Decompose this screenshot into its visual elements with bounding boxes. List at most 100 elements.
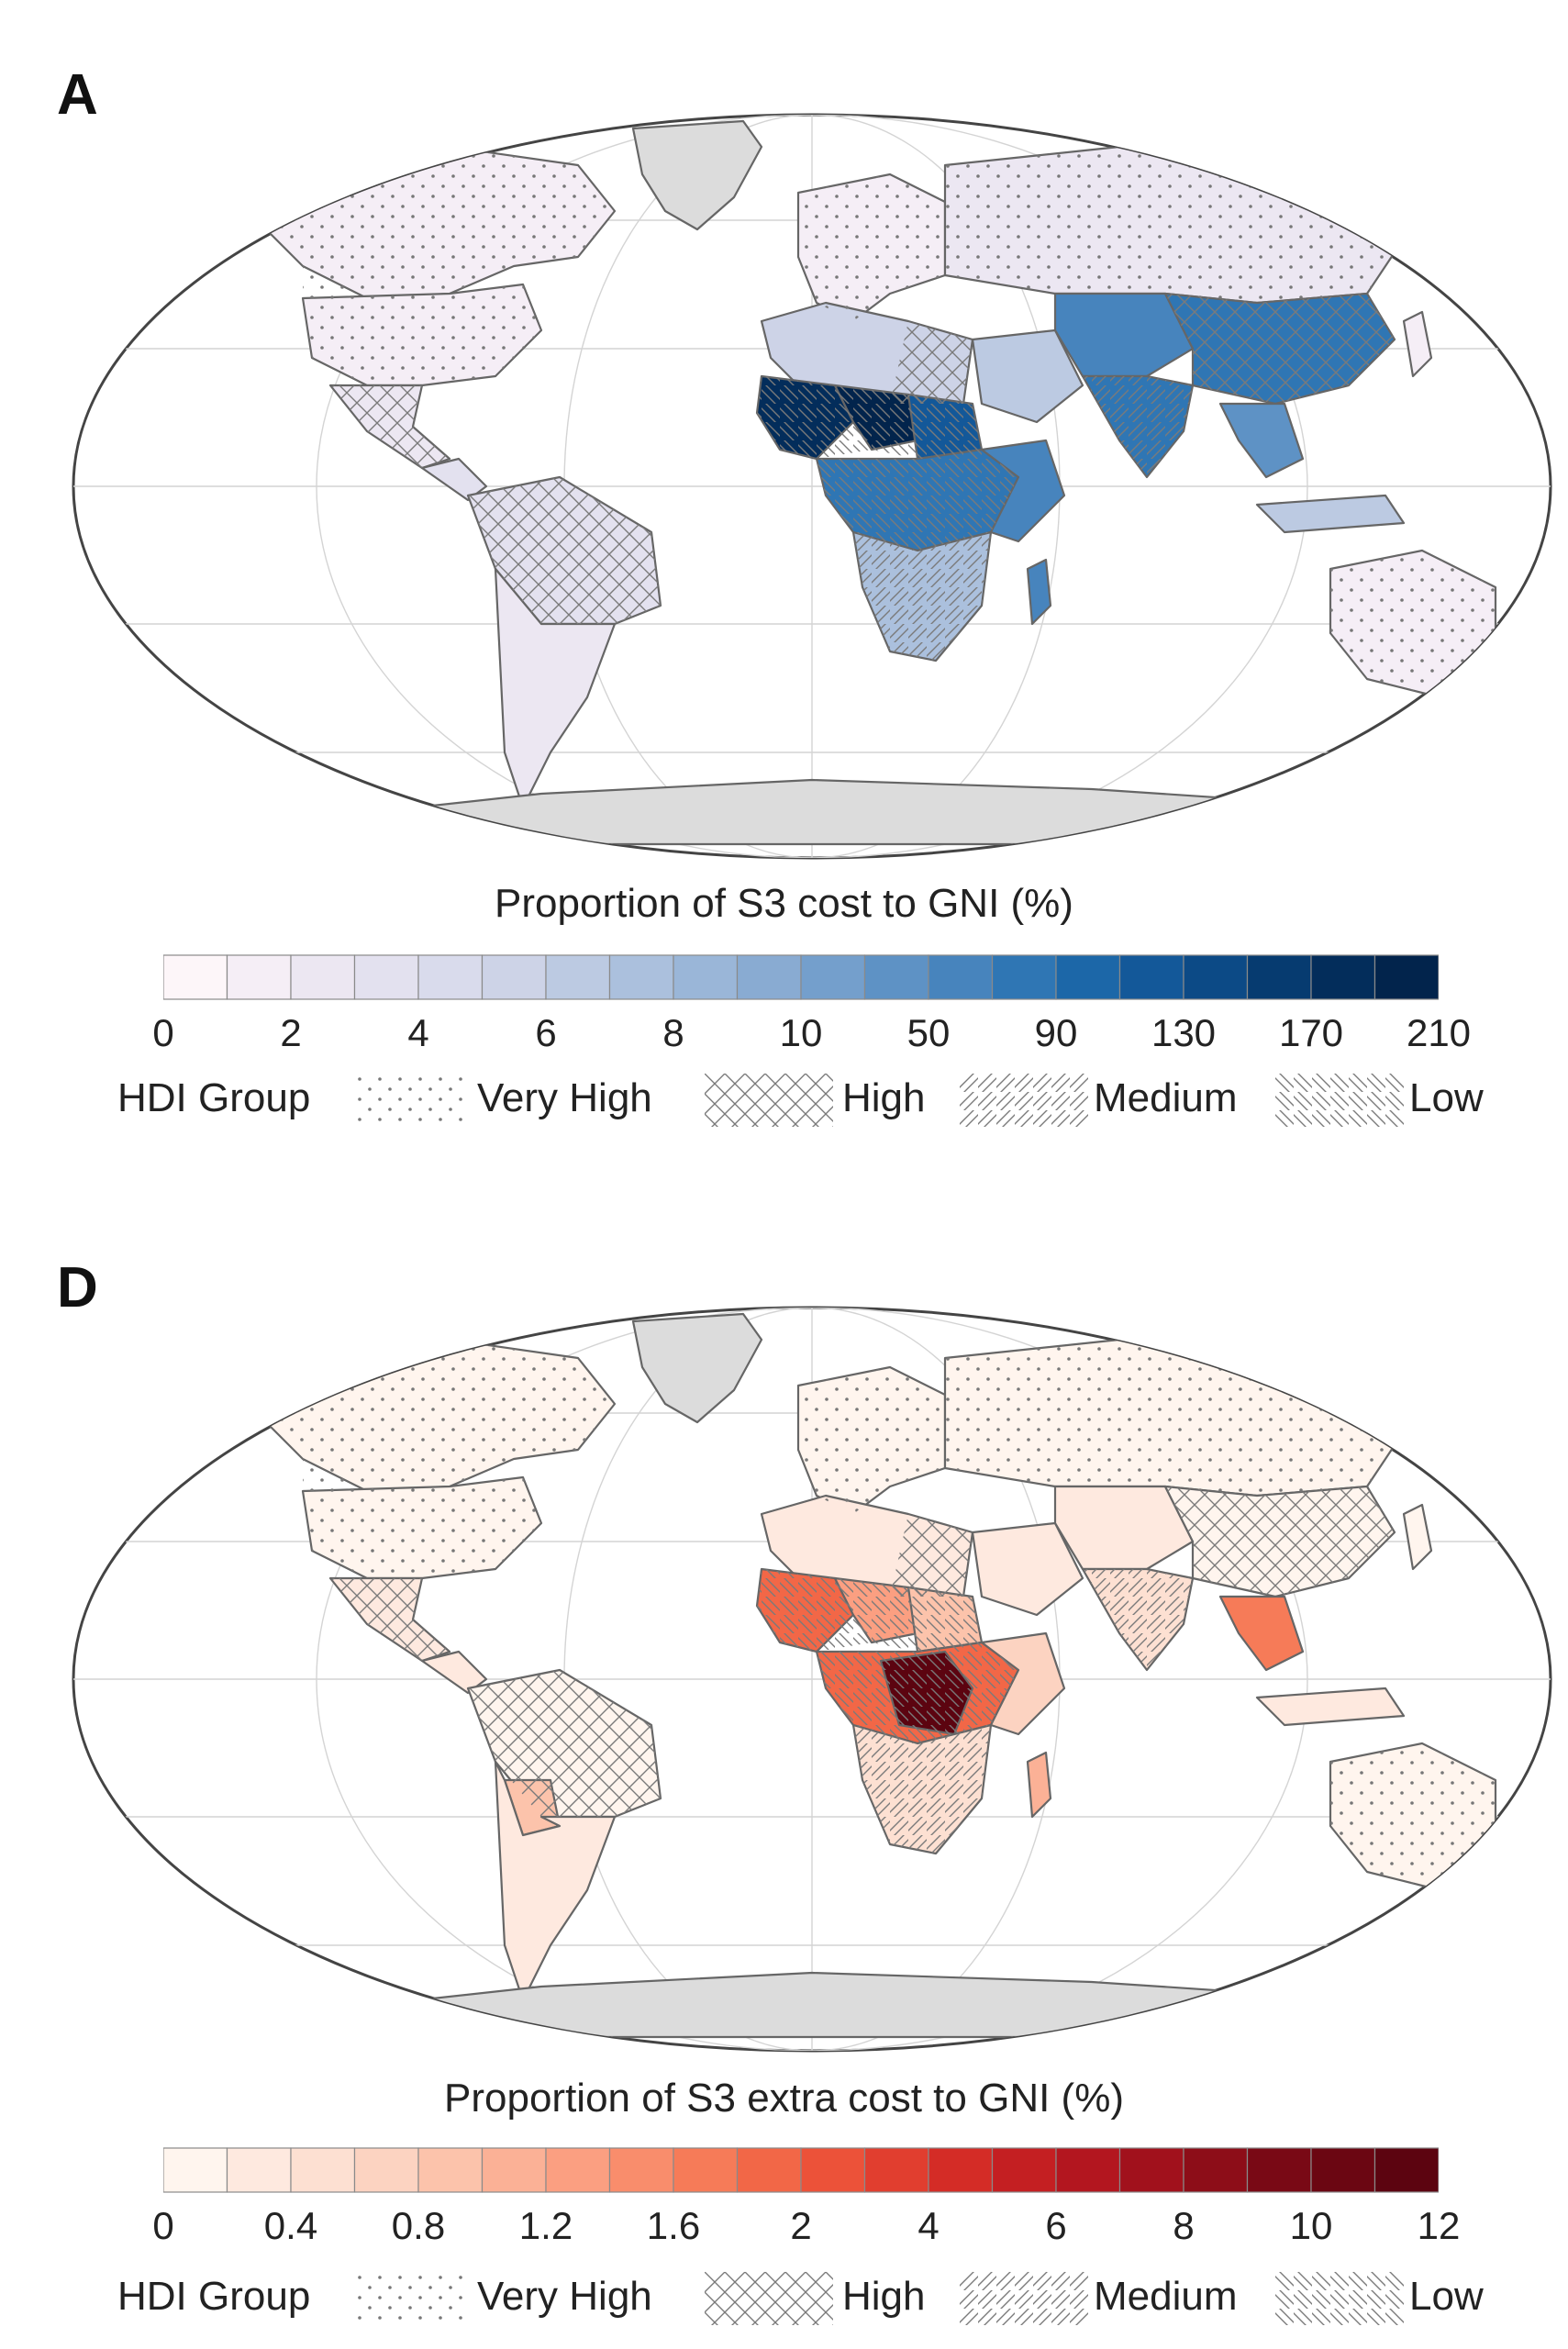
colorbar-tick-label: 6 <box>535 1011 557 1054</box>
world-map-a <box>72 113 1552 860</box>
colorbar-title-a: Proportion of S3 cost to GNI (%) <box>495 881 1073 926</box>
hdi-legend-d: HDI Group Very High High Medium Low <box>117 2270 1512 2329</box>
region-antarctica <box>163 778 1461 846</box>
legend-swatch-very-high <box>354 1074 464 1127</box>
colorbar-bin <box>991 954 1057 1000</box>
colorbar-bin <box>1118 954 1184 1000</box>
legend-label-high: High <box>842 2274 926 2319</box>
colorbar-bin <box>1246 954 1312 1000</box>
legend-label-medium: Medium <box>1094 1075 1238 1120</box>
colorbar-bin <box>1183 2147 1249 2193</box>
colorbar-bin <box>736 2147 802 2193</box>
colorbar-bin <box>481 2147 547 2193</box>
colorbar-tick-label: 10 <box>1289 2204 1333 2247</box>
colorbar-tick-label: 6 <box>1045 2204 1067 2247</box>
colorbar-bin <box>1183 954 1249 1000</box>
colorbar-tick-label: 210 <box>1406 1011 1472 1054</box>
region-japan <box>1402 310 1433 378</box>
colorbar-tick-label: 0.8 <box>391 2204 446 2247</box>
colorbar-tick-label: 4 <box>407 1011 429 1054</box>
colorbar-tick-label: 1.6 <box>646 2204 701 2247</box>
colorbar-bin <box>1246 2147 1312 2193</box>
colorbar-bin <box>608 954 674 1000</box>
colorbar-tick-label: 90 <box>1034 1011 1078 1054</box>
colorbar-tick-label: 1.2 <box>518 2204 573 2247</box>
colorbar-bin <box>928 2147 994 2193</box>
legend-label-low: Low <box>1409 2274 1484 2319</box>
legend-swatch-low <box>1275 2272 1404 2325</box>
world-map-d <box>72 1306 1552 2053</box>
panel-letter-a: A <box>57 63 98 127</box>
colorbar-bin <box>545 954 611 1000</box>
region-madagascar <box>1026 1751 1052 1819</box>
legend-label-very-high: Very High <box>477 1075 652 1120</box>
colorbar-bin <box>163 2147 228 2193</box>
region-greenland <box>631 119 763 231</box>
legend-title: HDI Group <box>117 1075 311 1120</box>
legend-swatch-medium <box>960 2272 1088 2325</box>
colorbar-bin <box>481 954 547 1000</box>
colorbar-bin <box>736 954 802 1000</box>
colorbar-tick-label: 170 <box>1278 1011 1344 1054</box>
colorbar-tick-label: 8 <box>1173 2204 1195 2247</box>
colorbar-bin <box>1373 954 1439 1000</box>
legend-title: HDI Group <box>117 2274 311 2319</box>
colorbar-bin <box>673 2147 739 2193</box>
colorbar-tick-label: 2 <box>790 2204 812 2247</box>
panel-letter-d: D <box>57 1256 98 1319</box>
legend-swatch-low <box>1275 1074 1404 1127</box>
region-indonesia <box>1255 1687 1406 1727</box>
colorbar-bin <box>163 954 228 1000</box>
colorbar-bin <box>1055 2147 1121 2193</box>
colorbar-bin <box>608 2147 674 2193</box>
region-southeast-asia <box>1218 402 1305 479</box>
region-greenland <box>631 1312 763 1424</box>
region-middle-east <box>971 1521 1084 1617</box>
colorbar-tick-label: 4 <box>917 2204 940 2247</box>
colorbar-tick-label: 12 <box>1417 2204 1461 2247</box>
colorbar-tick-label: 50 <box>906 1011 951 1054</box>
colorbar-bin <box>863 2147 929 2193</box>
colorbar-bin <box>226 954 292 1000</box>
hdi-overlays <box>257 1340 1496 1890</box>
legend-label-very-high: Very High <box>477 2274 652 2319</box>
legend-label-medium: Medium <box>1094 2274 1238 2319</box>
colorbar-bin <box>800 2147 866 2193</box>
colorbar-tick-label: 130 <box>1151 1011 1217 1054</box>
colorbar-bin <box>353 954 419 1000</box>
colorbar-bin <box>417 954 484 1000</box>
legend-label-low: Low <box>1409 1075 1484 1120</box>
colorbar-tick-label: 2 <box>280 1011 302 1054</box>
legend-swatch-high <box>705 1074 833 1127</box>
region-madagascar <box>1026 558 1052 626</box>
hdi-legend-a: HDI Group Very High High Medium Low <box>117 1072 1512 1130</box>
region-central-america <box>420 1650 488 1695</box>
colorbar-bin <box>545 2147 611 2193</box>
region-myanmar-laos <box>1218 1595 1305 1672</box>
legend-swatch-high <box>705 2272 833 2325</box>
region-new-zealand <box>1517 668 1539 727</box>
colorbar-bin <box>1118 2147 1184 2193</box>
colorbar-bin <box>800 954 866 1000</box>
colorbar-d <box>163 2147 1439 2193</box>
colorbar-tick-label: 0 <box>152 2204 174 2247</box>
colorbar-bin <box>290 2147 356 2193</box>
colorbar-tick-label: 10 <box>779 1011 823 1054</box>
colorbar-tick-label: 0.4 <box>263 2204 318 2247</box>
colorbar-bin <box>353 2147 419 2193</box>
colorbar-title-d: Proportion of S3 extra cost to GNI (%) <box>444 2076 1124 2121</box>
legend-label-high: High <box>842 1075 926 1120</box>
region-new-zealand <box>1517 1861 1539 1920</box>
colorbar-bin <box>1373 2147 1439 2193</box>
region-japan <box>1402 1503 1433 1571</box>
region-indonesia <box>1255 494 1406 534</box>
colorbar-bin <box>417 2147 484 2193</box>
region-middle-east <box>971 328 1084 424</box>
legend-swatch-very-high <box>354 2272 464 2325</box>
legend-swatch-medium <box>960 1074 1088 1127</box>
colorbar-bin <box>863 954 929 1000</box>
colorbar-bin <box>928 954 994 1000</box>
colorbar-a <box>163 954 1439 1000</box>
colorbar-bin <box>1310 954 1376 1000</box>
colorbar-tick-label: 8 <box>662 1011 684 1054</box>
